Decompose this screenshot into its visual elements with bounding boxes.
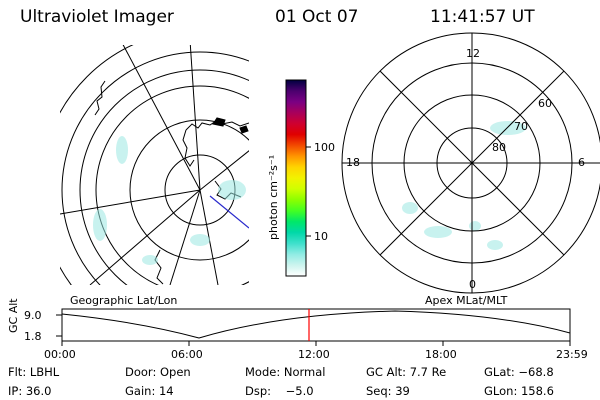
info-ip: IP: 36.0	[8, 384, 52, 398]
lat-circle	[79, 69, 249, 285]
coastline-fill	[212, 117, 249, 134]
mlat-label-60: 60	[538, 97, 552, 110]
mlt-line-diag1	[379, 70, 565, 256]
meridian-line	[199, 150, 249, 191]
mlt-label-12: 12	[466, 47, 480, 60]
timeline-ylabel-9: 9.0	[24, 309, 42, 322]
colorbar-unit-label: photon cm⁻²s⁻¹	[267, 154, 280, 240]
info-gain: Gain: 14	[125, 384, 174, 398]
timeline-axis-label: GC Alt	[7, 298, 20, 333]
mlat-circle-70	[403, 94, 541, 232]
timeline-panel	[56, 308, 571, 346]
mlt-label-6: 6	[578, 156, 585, 169]
outer-boundary	[341, 32, 600, 294]
meridian-line	[122, 45, 201, 191]
info-flt: Flt: LBHL	[8, 365, 60, 379]
info-glat: GLat: −68.8	[484, 365, 554, 379]
colorbar-tick-label-100: 100	[314, 141, 335, 154]
mlt-label-18: 18	[346, 156, 360, 169]
timeline-ylabel-1_8: 1.8	[24, 330, 42, 343]
meridian-line	[60, 189, 201, 215]
timeline-frame	[61, 308, 571, 342]
meridian-line	[199, 189, 219, 285]
colorbar-tick-label-10: 10	[314, 230, 328, 243]
timeline-xlabel-6: 06:00	[171, 348, 203, 361]
meridian-line	[189, 45, 201, 191]
mlat-circle-80	[436, 127, 508, 199]
meridian-line	[89, 189, 201, 285]
info-mode: Mode: Normal	[245, 365, 326, 379]
timeline-xlabel-2359: 23:59	[556, 348, 588, 361]
image-date: 01 Oct 07	[275, 7, 359, 27]
image-time: 11:41:57 UT	[430, 7, 535, 27]
magnetic-polar-plot	[341, 32, 600, 294]
info-gc-alt: GC Alt: 7.7 Re	[366, 365, 447, 379]
lat-circle	[61, 51, 249, 285]
meridian-line	[169, 189, 201, 285]
timeline-xlabel-12: 12:00	[298, 348, 330, 361]
auroral-emission	[93, 136, 246, 265]
geographic-panel-label: Geographic Lat/Lon	[70, 294, 178, 307]
colorbar	[285, 79, 311, 277]
lat-circle	[164, 154, 236, 226]
mlt-line-diag2	[379, 70, 565, 256]
auroral-oval-emission	[402, 121, 526, 250]
mlt-label-0: 0	[469, 278, 476, 291]
info-door: Door: Open	[125, 365, 191, 379]
satellite-track	[209, 195, 249, 229]
mlat-label-70: 70	[514, 120, 528, 133]
coastline	[94, 80, 249, 285]
mlat-label-80: 80	[492, 141, 506, 154]
lat-circle	[129, 119, 249, 261]
timeline-xlabel-18: 18:00	[425, 348, 457, 361]
instrument-title: Ultraviolet Imager	[20, 7, 174, 27]
colorbar-rect	[285, 79, 307, 277]
timeline-xlabel-0: 00:00	[44, 348, 76, 361]
info-glon: GLon: 158.6	[484, 384, 554, 398]
info-seq: Seq: 39	[366, 384, 410, 398]
mlat-circle-60	[371, 62, 573, 264]
magnetic-panel-label: Apex MLat/MLT	[425, 294, 508, 307]
gc-altitude-curve	[61, 310, 571, 339]
info-dsp: Dsp: −5.0	[245, 384, 314, 398]
